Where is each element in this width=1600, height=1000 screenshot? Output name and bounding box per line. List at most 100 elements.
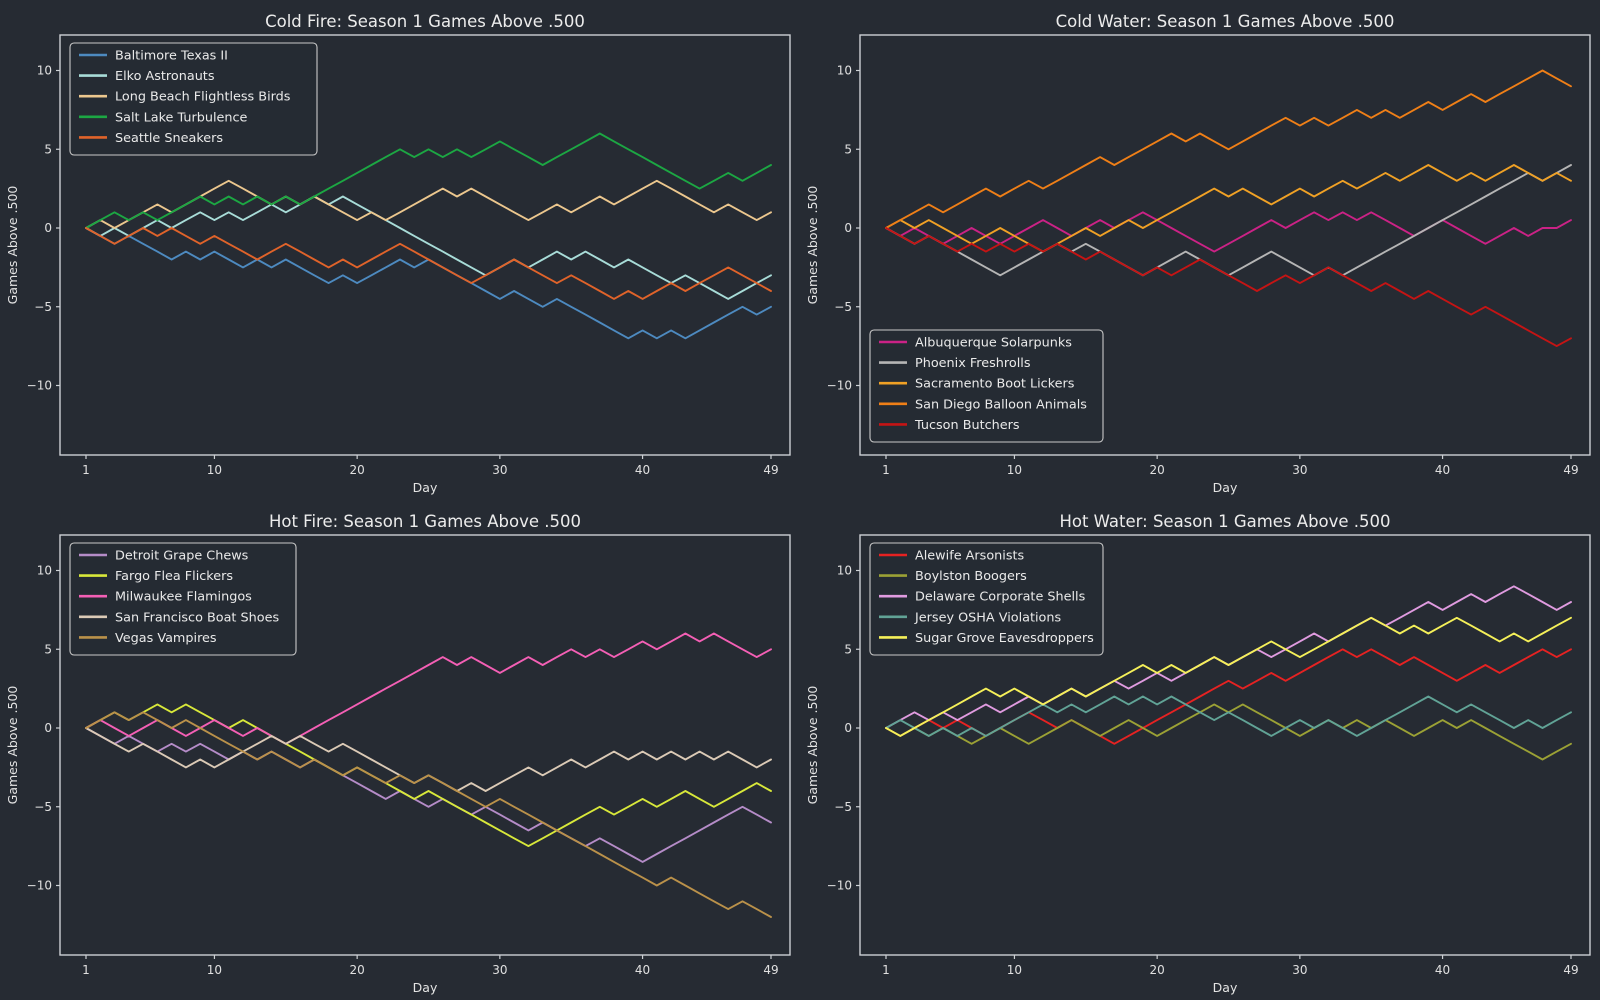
y-tick-label: 10: [37, 64, 52, 78]
y-tick-label: −10: [27, 379, 52, 393]
x-tick-label: 49: [1563, 463, 1578, 477]
y-axis-label: Games Above .500: [805, 186, 820, 305]
y-axis-label: Games Above .500: [5, 186, 20, 305]
legend-box: [869, 329, 1104, 443]
legend-label-fargo-flea-flickers: Fargo Flea Flickers: [115, 569, 233, 584]
x-axis-label: Day: [1213, 980, 1238, 995]
panel-hot-water: Hot Water: Season 1 Games Above .500 Gam…: [800, 500, 1600, 1000]
x-tick-label: 40: [635, 963, 650, 977]
legend-box: [869, 542, 1104, 656]
legend-label-phoenix-freshrolls: Phoenix Freshrolls: [915, 356, 1031, 371]
x-tick-label: 40: [1435, 463, 1450, 477]
chart-cold-fire: Cold Fire: Season 1 Games Above .500 Gam…: [5, 12, 791, 495]
legend-label-jersey-osha-violations: Jersey OSHA Violations: [914, 610, 1061, 625]
y-tick-label: −10: [27, 879, 52, 893]
legend-label-tucson-butchers: Tucson Butchers: [914, 418, 1020, 433]
x-tick-label: 30: [1292, 963, 1307, 977]
y-tick-label: 5: [44, 142, 52, 156]
series-line-elko-astronauts: [85, 195, 772, 300]
x-tick-label: 20: [1150, 463, 1165, 477]
y-tick-label: 0: [844, 221, 852, 235]
chart-title: Hot Water: Season 1 Games Above .500: [1059, 512, 1390, 531]
legend-label-san-francisco-boat-shoes: San Francisco Boat Shoes: [115, 610, 279, 625]
legend-box: [69, 542, 297, 656]
y-tick-label: −10: [827, 879, 852, 893]
legend-label-milwaukee-flamingos: Milwaukee Flamingos: [115, 590, 252, 605]
y-axis-label: Games Above .500: [805, 686, 820, 805]
legend-label-detroit-grape-chews: Detroit Grape Chews: [115, 549, 249, 564]
legend-label-san-diego-balloon-animals: San Diego Balloon Animals: [915, 397, 1087, 412]
x-tick-label: 20: [350, 463, 365, 477]
x-tick-label: 49: [1563, 963, 1578, 977]
x-axis-label: Day: [413, 980, 438, 995]
chart-title: Cold Fire: Season 1 Games Above .500: [265, 12, 585, 31]
y-tick-label: −5: [34, 300, 52, 314]
y-tick-label: −5: [834, 300, 852, 314]
y-tick-label: −5: [834, 800, 852, 814]
y-tick-label: 0: [844, 721, 852, 735]
chart-title: Hot Fire: Season 1 Games Above .500: [269, 512, 581, 531]
x-tick-label: 1: [82, 963, 90, 977]
x-tick-label: 10: [207, 963, 222, 977]
x-tick-label: 30: [492, 463, 507, 477]
chart-cold-water: Cold Water: Season 1 Games Above .500 Ga…: [805, 12, 1591, 495]
legend-label-boylston-boogers: Boylston Boogers: [915, 569, 1027, 584]
panel-cold-water: Cold Water: Season 1 Games Above .500 Ga…: [800, 0, 1600, 500]
x-tick-label: 10: [1007, 463, 1022, 477]
y-tick-label: 10: [837, 564, 852, 578]
series-line-tucson-butchers: [885, 227, 1572, 348]
x-tick-label: 1: [82, 463, 90, 477]
series-line-vegas-vampires: [85, 711, 772, 918]
y-tick-label: 10: [837, 64, 852, 78]
y-tick-label: 5: [844, 642, 852, 656]
x-tick-label: 10: [207, 463, 222, 477]
series-line-san-diego-balloon-animals: [885, 69, 1572, 229]
x-tick-label: 40: [1435, 963, 1450, 977]
legend-label-seattle-sneakers: Seattle Sneakers: [115, 131, 223, 146]
x-tick-label: 20: [1150, 963, 1165, 977]
chart-hot-water: Hot Water: Season 1 Games Above .500 Gam…: [805, 512, 1591, 995]
legend-label-sacramento-boot-lickers: Sacramento Boot Lickers: [915, 377, 1075, 392]
y-tick-label: 0: [44, 721, 52, 735]
x-tick-label: 1: [882, 463, 890, 477]
y-tick-label: −5: [34, 800, 52, 814]
series-line-salt-lake-turbulence: [85, 132, 772, 229]
y-tick-label: −10: [827, 379, 852, 393]
legend-label-sugar-grove-eavesdroppers: Sugar Grove Eavesdroppers: [915, 631, 1094, 646]
x-tick-label: 1: [882, 963, 890, 977]
chart-title: Cold Water: Season 1 Games Above .500: [1056, 12, 1395, 31]
legend-label-delaware-corporate-shells: Delaware Corporate Shells: [915, 590, 1086, 605]
y-tick-label: 0: [44, 221, 52, 235]
chart-hot-fire: Hot Fire: Season 1 Games Above .500 Game…: [5, 512, 791, 995]
series-line-seattle-sneakers: [85, 227, 772, 300]
legend-label-alewife-arsonists: Alewife Arsonists: [915, 549, 1025, 564]
series-line-fargo-flea-flickers: [85, 703, 772, 848]
series-line-sugar-grove-eavesdroppers: [885, 616, 1572, 737]
legend-label-salt-lake-turbulence: Salt Lake Turbulence: [115, 110, 248, 125]
series-line-sacramento-boot-lickers: [885, 164, 1572, 253]
legend-label-elko-astronauts: Elko Astronauts: [115, 69, 215, 84]
x-axis-label: Day: [413, 480, 438, 495]
x-tick-label: 10: [1007, 963, 1022, 977]
series-line-detroit-grape-chews: [85, 727, 772, 863]
y-axis-label: Games Above .500: [5, 686, 20, 805]
panel-hot-fire: Hot Fire: Season 1 Games Above .500 Game…: [0, 500, 800, 1000]
legend-label-vegas-vampires: Vegas Vampires: [115, 631, 217, 646]
series-line-jersey-osha-violations: [885, 695, 1572, 737]
panel-cold-fire: Cold Fire: Season 1 Games Above .500 Gam…: [0, 0, 800, 500]
y-tick-label: 5: [844, 142, 852, 156]
legend-box: [69, 42, 318, 156]
y-tick-label: 5: [44, 642, 52, 656]
x-axis-label: Day: [1213, 480, 1238, 495]
x-tick-label: 30: [492, 963, 507, 977]
x-tick-label: 49: [763, 463, 778, 477]
x-tick-label: 20: [350, 963, 365, 977]
x-tick-label: 30: [1292, 463, 1307, 477]
legend-label-albuquerque-solarpunks: Albuquerque Solarpunks: [915, 336, 1072, 351]
x-tick-label: 49: [763, 963, 778, 977]
x-tick-label: 40: [635, 463, 650, 477]
legend-label-long-beach-flightless-birds: Long Beach Flightless Birds: [115, 90, 291, 105]
y-tick-label: 10: [37, 564, 52, 578]
legend-label-baltimore-texas-ii: Baltimore Texas II: [115, 49, 228, 64]
